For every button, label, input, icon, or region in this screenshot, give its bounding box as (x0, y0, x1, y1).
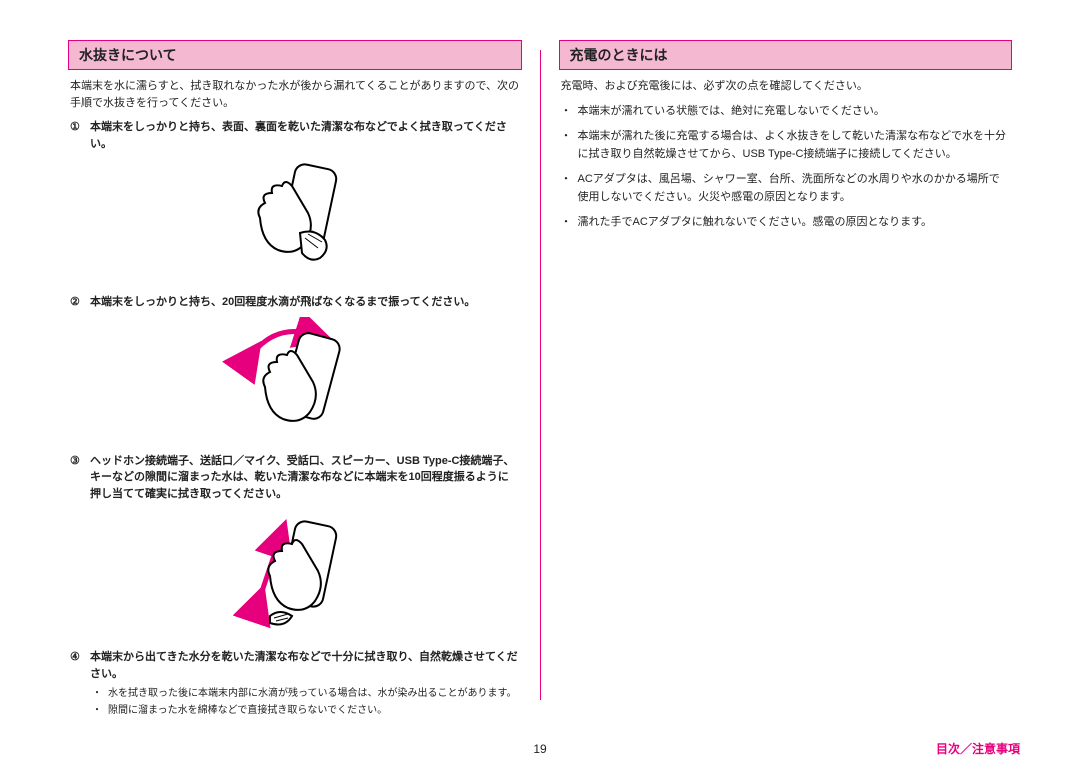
right-bullet: ・ 本端末が濡れた後に充電する場合は、よく水抜きをして乾いた清潔な布などで水を十… (561, 128, 1011, 163)
page-number: 19 (533, 742, 546, 756)
step-text: 本端末をしっかりと持ち、20回程度水滴が飛ばなくなるまで振ってください。 (90, 294, 520, 311)
step-4: ④ 本端末から出てきた水分を乾いた清潔な布などで十分に拭き取り、自然乾燥させてく… (70, 649, 520, 718)
step-text: 本端末をしっかりと持ち、表面、裏面を乾いた清潔な布などでよく拭き取ってください。 (90, 119, 520, 152)
step-text: ヘッドホン接続端子、送話口／マイク、受話口、スピーカー、USB Type-C接続… (90, 453, 520, 503)
step-number: ② (70, 294, 84, 311)
footer-link[interactable]: 目次／注意事項 (936, 740, 1020, 757)
step-3: ③ ヘッドホン接続端子、送話口／マイク、受話口、スピーカー、USB Type-C… (70, 453, 520, 503)
right-bullet: ・ 濡れた手でACアダプタに触れないでください。感電の原因となります。 (561, 214, 1011, 232)
page-content: 水抜きについて 本端末を水に濡らすと、拭き取れなかった水が後から漏れてくることが… (0, 0, 1080, 720)
footer: 19 目次／注意事項 (0, 740, 1080, 757)
bullet-text: 本端末が濡れた後に充電する場合は、よく水抜きをして乾いた清潔な布などで水を十分に… (578, 128, 1011, 163)
right-bullet: ・ 本端末が濡れている状態では、絶対に充電しないでください。 (561, 103, 1011, 121)
step-text: 本端末から出てきた水分を乾いた清潔な布などで十分に拭き取り、自然乾燥させてくださ… (90, 649, 520, 682)
left-section-header: 水抜きについて (68, 40, 522, 70)
bullet-dot: ・ (92, 703, 102, 718)
sub-bullet-text: 隙間に溜まった水を綿棒などで直接拭き取らないでください。 (108, 703, 520, 718)
bullet-text: 濡れた手でACアダプタに触れないでください。感電の原因となります。 (578, 214, 1011, 232)
step-1: ① 本端末をしっかりと持ち、表面、裏面を乾いた清潔な布などでよく拭き取ってくださ… (70, 119, 520, 152)
right-column: 充電のときには 充電時、および充電後には、必ず次の点を確認してください。 ・ 本… (541, 40, 1031, 700)
illustration-1 (68, 158, 522, 288)
sub-bullet-text: 水を拭き取った後に本端末内部に水滴が残っている場合は、水が染み出ることがあります… (108, 686, 520, 701)
bullet-dot: ・ (561, 214, 572, 232)
illustration-3 (68, 508, 522, 643)
left-header-text: 水抜きについて (79, 45, 511, 65)
sub-bullet: ・ 隙間に溜まった水を綿棒などで直接拭き取らないでください。 (92, 703, 520, 718)
bullet-dot: ・ (561, 171, 572, 206)
step-4-subs: ・ 水を拭き取った後に本端末内部に水滴が残っている場合は、水が染み出ることがあり… (92, 686, 520, 718)
right-bullet: ・ ACアダプタは、風呂場、シャワー室、台所、洗面所などの水周りや水のかかる場所… (561, 171, 1011, 206)
bullet-text: 本端末が濡れている状態では、絶対に充電しないでください。 (578, 103, 1011, 121)
sub-bullet: ・ 水を拭き取った後に本端末内部に水滴が残っている場合は、水が染み出ることがあり… (92, 686, 520, 701)
left-column: 水抜きについて 本端末を水に濡らすと、拭き取れなかった水が後から漏れてくることが… (50, 40, 540, 700)
right-section-header: 充電のときには (559, 40, 1013, 70)
right-bullets: ・ 本端末が濡れている状態では、絶対に充電しないでください。 ・ 本端末が濡れた… (561, 103, 1011, 233)
bullet-dot: ・ (561, 103, 572, 121)
step-number: ① (70, 119, 84, 152)
bullet-dot: ・ (92, 686, 102, 701)
left-intro: 本端末を水に濡らすと、拭き取れなかった水が後から漏れてくることがありますので、次… (70, 78, 520, 111)
step-number: ③ (70, 453, 84, 503)
step-2: ② 本端末をしっかりと持ち、20回程度水滴が飛ばなくなるまで振ってください。 (70, 294, 520, 311)
bullet-dot: ・ (561, 128, 572, 163)
right-intro: 充電時、および充電後には、必ず次の点を確認してください。 (561, 78, 1011, 95)
step-number: ④ (70, 649, 84, 682)
right-header-text: 充電のときには (570, 45, 1002, 65)
bullet-text: ACアダプタは、風呂場、シャワー室、台所、洗面所などの水周りや水のかかる場所で使… (578, 171, 1011, 206)
illustration-2 (68, 317, 522, 447)
